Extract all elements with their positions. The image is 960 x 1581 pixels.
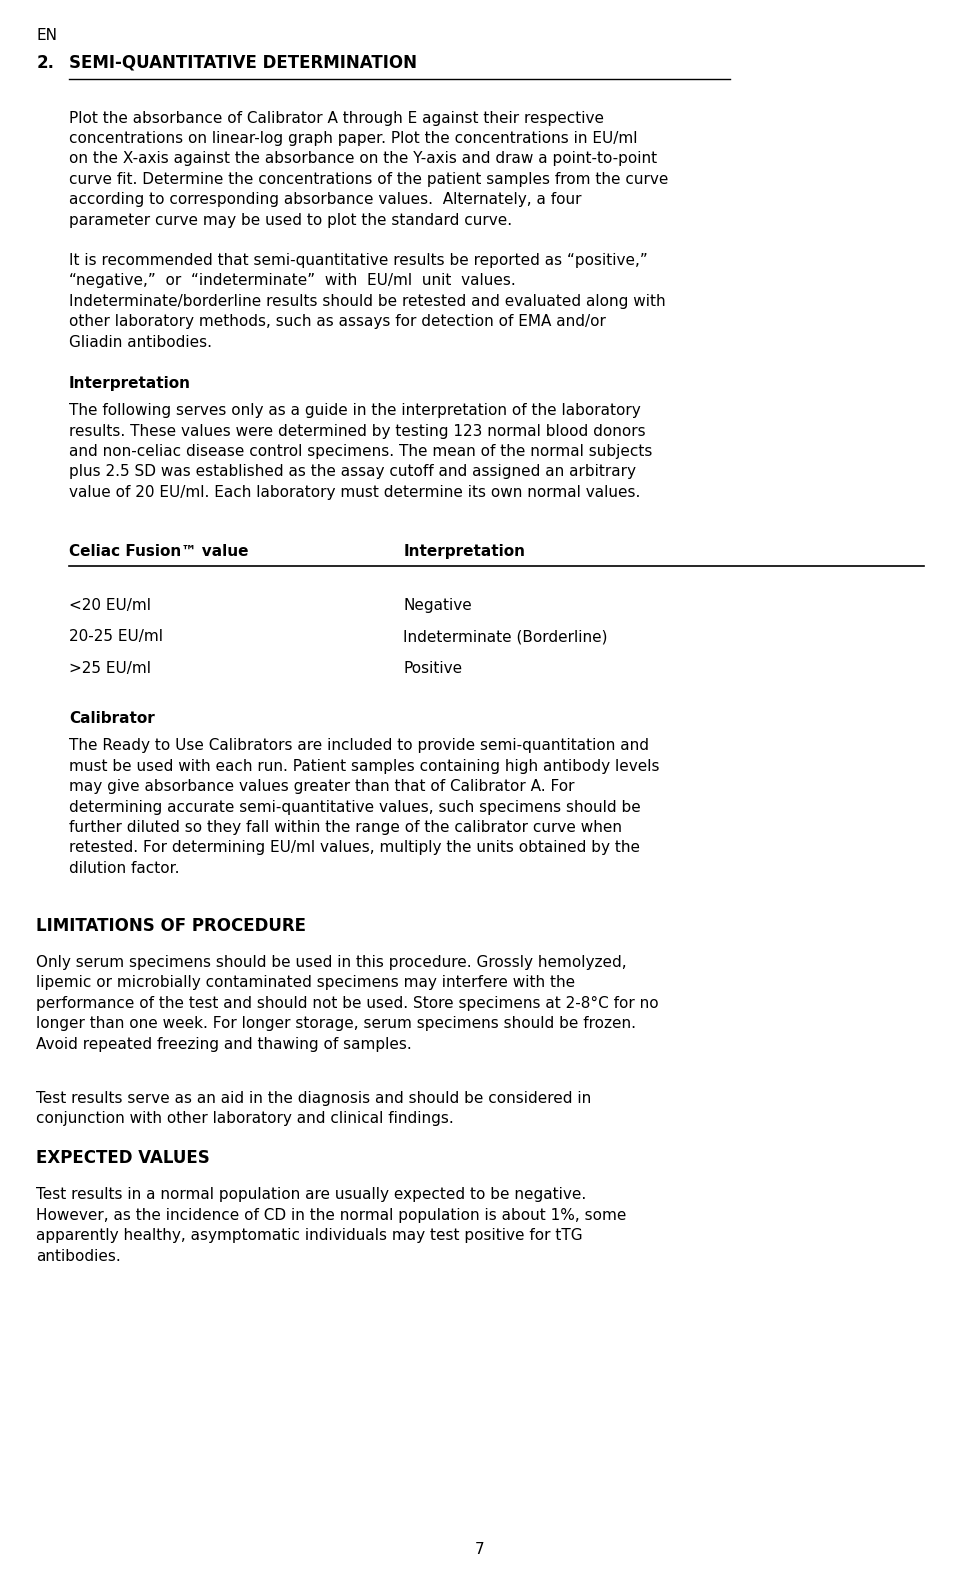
Text: Test results serve as an aid in the diagnosis and should be considered in
conjun: Test results serve as an aid in the diag… (36, 1091, 591, 1126)
Text: <20 EU/ml: <20 EU/ml (69, 598, 151, 612)
Text: 2.: 2. (36, 54, 55, 71)
Text: It is recommended that semi-quantitative results be reported as “positive,”
“neg: It is recommended that semi-quantitative… (69, 253, 665, 349)
Text: LIMITATIONS OF PROCEDURE: LIMITATIONS OF PROCEDURE (36, 917, 306, 934)
Text: Calibrator: Calibrator (69, 711, 155, 726)
Text: The Ready to Use Calibrators are included to provide semi-quantitation and
must : The Ready to Use Calibrators are include… (69, 738, 660, 876)
Text: Interpretation: Interpretation (69, 376, 191, 391)
Text: Test results in a normal population are usually expected to be negative.
However: Test results in a normal population are … (36, 1187, 627, 1263)
Text: >25 EU/ml: >25 EU/ml (69, 661, 151, 675)
Text: Plot the absorbance of Calibrator A through E against their respective
concentra: Plot the absorbance of Calibrator A thro… (69, 111, 668, 228)
Text: Indeterminate (Borderline): Indeterminate (Borderline) (403, 629, 608, 643)
Text: Celiac Fusion™ value: Celiac Fusion™ value (69, 544, 249, 558)
Text: The following serves only as a guide in the interpretation of the laboratory
res: The following serves only as a guide in … (69, 403, 653, 500)
Text: EXPECTED VALUES: EXPECTED VALUES (36, 1149, 210, 1167)
Text: Positive: Positive (403, 661, 463, 675)
Text: EN: EN (36, 28, 58, 43)
Text: 7: 7 (475, 1543, 485, 1557)
Text: Negative: Negative (403, 598, 472, 612)
Text: Interpretation: Interpretation (403, 544, 525, 558)
Text: 20-25 EU/ml: 20-25 EU/ml (69, 629, 163, 643)
Text: SEMI-QUANTITATIVE DETERMINATION: SEMI-QUANTITATIVE DETERMINATION (69, 54, 417, 71)
Text: Only serum specimens should be used in this procedure. Grossly hemolyzed,
lipemi: Only serum specimens should be used in t… (36, 955, 660, 1051)
